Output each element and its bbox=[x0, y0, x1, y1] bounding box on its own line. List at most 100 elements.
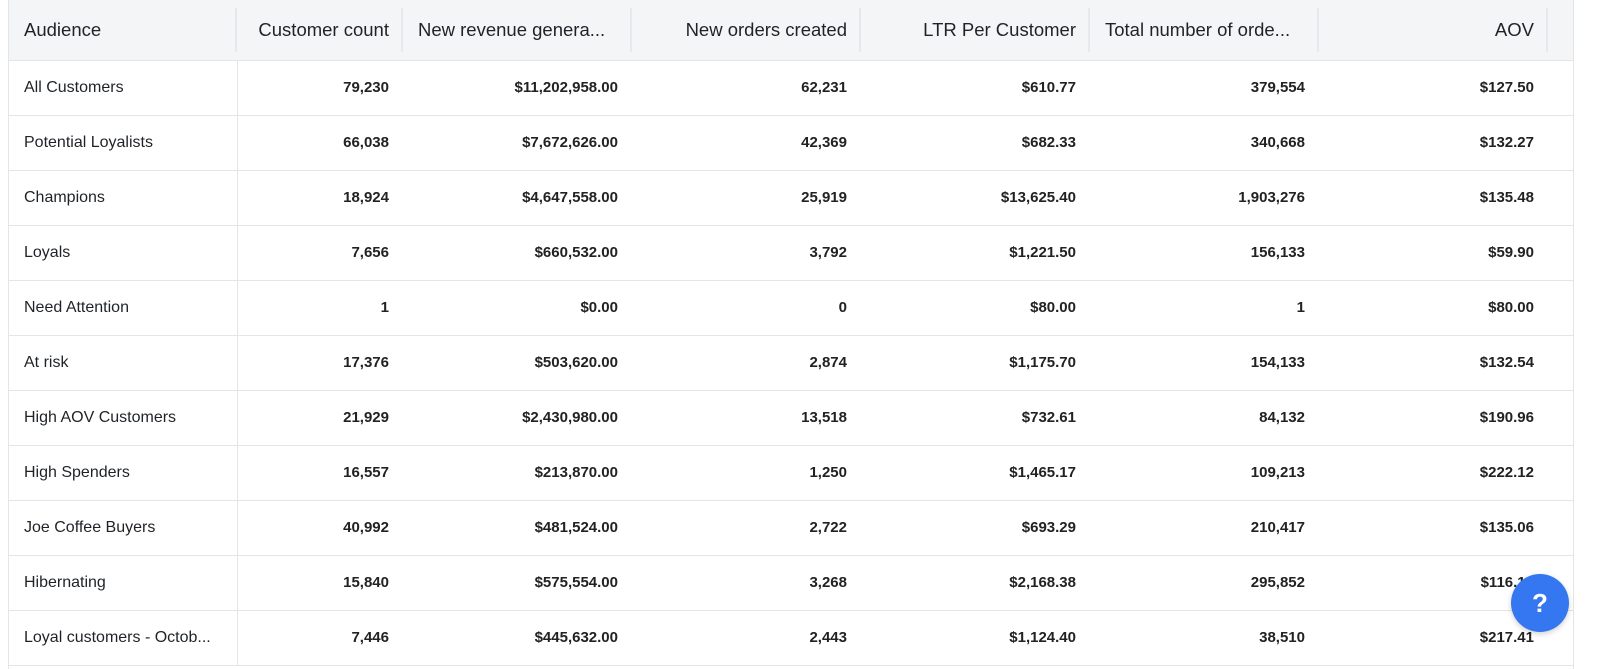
audience-table-container: Audience Customer count New revenue gene… bbox=[8, 0, 1574, 669]
cell-customer-count: 79,230 bbox=[343, 79, 389, 96]
column-header-aov[interactable]: AOV bbox=[1319, 0, 1548, 61]
column-header-new-revenue[interactable]: New revenue genera... bbox=[403, 0, 632, 61]
cell-audience: Hibernating bbox=[9, 555, 238, 610]
table-row[interactable]: At risk 17,376 $503,620.00 2,874 $1,175.70 15… bbox=[9, 335, 1573, 390]
cell-audience: All Customers bbox=[9, 60, 238, 115]
cell-new-orders: 3,792 bbox=[809, 244, 847, 261]
row-spacer bbox=[1548, 115, 1573, 170]
table-row[interactable]: Loyal customers - Octob... 7,446 $445,632.… bbox=[9, 610, 1573, 665]
column-resize-handle[interactable] bbox=[630, 8, 632, 52]
audience-table: Audience Customer count New revenue gene… bbox=[9, 0, 1573, 666]
row-spacer bbox=[1548, 335, 1573, 390]
table-row[interactable]: High AOV Customers 21,929 $2,430,980.00 13,… bbox=[9, 390, 1573, 445]
cell-total-orders: 38,510 bbox=[1259, 629, 1305, 646]
cell-audience: At risk bbox=[9, 335, 238, 390]
table-body: All Customers 79,230 $11,202,958.00 62,231 $… bbox=[9, 60, 1573, 665]
cell-ltr-per-customer: $732.61 bbox=[1021, 409, 1076, 426]
cell-total-orders: 156,133 bbox=[1250, 244, 1305, 261]
table-row[interactable]: Champions 18,924 $4,647,558.00 25,919 $13,62… bbox=[9, 170, 1573, 225]
column-header-label: Audience bbox=[24, 18, 102, 40]
row-spacer bbox=[1548, 170, 1573, 225]
cell-aov: $80.00 bbox=[1488, 299, 1534, 316]
cell-total-orders: 295,852 bbox=[1250, 574, 1305, 591]
table-row[interactable]: Need Attention 1 $0.00 0 $80.00 1 $80.00 bbox=[9, 280, 1573, 335]
column-header-new-orders[interactable]: New orders created bbox=[632, 0, 861, 61]
table-row[interactable]: Joe Coffee Buyers 40,992 $481,524.00 2,722 $… bbox=[9, 500, 1573, 555]
cell-audience: Need Attention bbox=[9, 280, 238, 335]
column-resize-handle[interactable] bbox=[235, 8, 237, 52]
cell-customer-count: 1 bbox=[380, 299, 389, 316]
table-row[interactable]: Hibernating 15,840 $575,554.00 3,268 $2,168.… bbox=[9, 555, 1573, 610]
cell-new-revenue: $575,554.00 bbox=[534, 574, 618, 591]
row-spacer bbox=[1548, 225, 1573, 280]
column-header-label: AOV bbox=[1494, 18, 1534, 40]
cell-aov: $222.12 bbox=[1479, 464, 1534, 481]
table-row[interactable]: High Spenders 16,557 $213,870.00 1,250 $1,46… bbox=[9, 445, 1573, 500]
help-button[interactable]: ? bbox=[1511, 574, 1569, 632]
column-header-ltr-per-customer[interactable]: LTR Per Customer bbox=[861, 0, 1090, 61]
cell-new-orders: 42,369 bbox=[801, 134, 847, 151]
cell-ltr-per-customer: $682.33 bbox=[1021, 134, 1076, 151]
cell-aov: $190.96 bbox=[1479, 409, 1534, 426]
table-header-row: Audience Customer count New revenue gene… bbox=[9, 0, 1573, 61]
table-row[interactable]: Potential Loyalists 66,038 $7,672,626.00 42… bbox=[9, 115, 1573, 170]
cell-new-orders: 2,722 bbox=[809, 519, 847, 536]
column-header-label: LTR Per Customer bbox=[923, 18, 1076, 40]
column-resize-handle[interactable] bbox=[1546, 8, 1548, 52]
row-spacer bbox=[1548, 280, 1573, 335]
cell-audience: High AOV Customers bbox=[9, 390, 238, 445]
cell-new-orders: 62,231 bbox=[801, 79, 847, 96]
cell-total-orders: 210,417 bbox=[1250, 519, 1305, 536]
cell-new-revenue: $0.00 bbox=[580, 299, 618, 316]
cell-new-revenue: $2,430,980.00 bbox=[522, 409, 618, 426]
cell-audience: Joe Coffee Buyers bbox=[9, 500, 238, 555]
cell-new-revenue: $7,672,626.00 bbox=[522, 134, 618, 151]
table-row[interactable]: Loyals 7,656 $660,532.00 3,792 $1,221.50 156,… bbox=[9, 225, 1573, 280]
row-spacer bbox=[1548, 60, 1573, 115]
cell-total-orders: 84,132 bbox=[1259, 409, 1305, 426]
column-header-total-orders[interactable]: Total number of orde... bbox=[1090, 0, 1319, 61]
cell-aov: $217.41 bbox=[1479, 629, 1534, 646]
cell-new-orders: 1,250 bbox=[809, 464, 847, 481]
cell-customer-count: 16,557 bbox=[343, 464, 389, 481]
header-spacer bbox=[1548, 0, 1573, 61]
cell-total-orders: 379,554 bbox=[1250, 79, 1305, 96]
cell-new-revenue: $213,870.00 bbox=[534, 464, 618, 481]
cell-aov: $127.50 bbox=[1479, 79, 1534, 96]
cell-customer-count: 18,924 bbox=[343, 189, 389, 206]
column-resize-handle[interactable] bbox=[1088, 8, 1090, 52]
column-resize-handle[interactable] bbox=[1317, 8, 1319, 52]
cell-customer-count: 15,840 bbox=[343, 574, 389, 591]
row-spacer bbox=[1548, 390, 1573, 445]
cell-ltr-per-customer: $2,168.38 bbox=[1009, 574, 1076, 591]
column-header-customer-count[interactable]: Customer count bbox=[237, 0, 403, 61]
cell-ltr-per-customer: $80.00 bbox=[1030, 299, 1076, 316]
cell-new-revenue: $11,202,958.00 bbox=[514, 79, 618, 96]
cell-audience: Loyal customers - Octob... bbox=[9, 610, 238, 665]
column-resize-handle[interactable] bbox=[401, 8, 403, 52]
column-header-label: Total number of orde... bbox=[1105, 18, 1291, 40]
cell-aov: $135.48 bbox=[1479, 189, 1534, 206]
cell-new-revenue: $445,632.00 bbox=[534, 629, 618, 646]
cell-customer-count: 40,992 bbox=[343, 519, 389, 536]
cell-audience: Champions bbox=[9, 170, 238, 225]
cell-new-orders: 25,919 bbox=[801, 189, 847, 206]
cell-aov: $135.06 bbox=[1479, 519, 1534, 536]
cell-new-revenue: $481,524.00 bbox=[534, 519, 618, 536]
cell-total-orders: 1 bbox=[1296, 299, 1305, 316]
cell-new-orders: 2,874 bbox=[809, 354, 847, 371]
cell-customer-count: 7,446 bbox=[351, 629, 389, 646]
table-row[interactable]: All Customers 79,230 $11,202,958.00 62,231 $… bbox=[9, 60, 1573, 115]
cell-ltr-per-customer: $13,625.40 bbox=[1000, 189, 1076, 206]
column-resize-handle[interactable] bbox=[859, 8, 861, 52]
cell-new-orders: 2,443 bbox=[809, 629, 847, 646]
cell-new-orders: 0 bbox=[838, 299, 847, 316]
cell-aov: $132.54 bbox=[1479, 354, 1534, 371]
cell-customer-count: 66,038 bbox=[343, 134, 389, 151]
column-header-label: New revenue genera... bbox=[418, 18, 606, 40]
cell-customer-count: 17,376 bbox=[343, 354, 389, 371]
cell-aov: $59.90 bbox=[1488, 244, 1534, 261]
cell-audience: Potential Loyalists bbox=[9, 115, 238, 170]
column-header-audience[interactable]: Audience bbox=[9, 0, 237, 61]
cell-total-orders: 109,213 bbox=[1250, 464, 1305, 481]
